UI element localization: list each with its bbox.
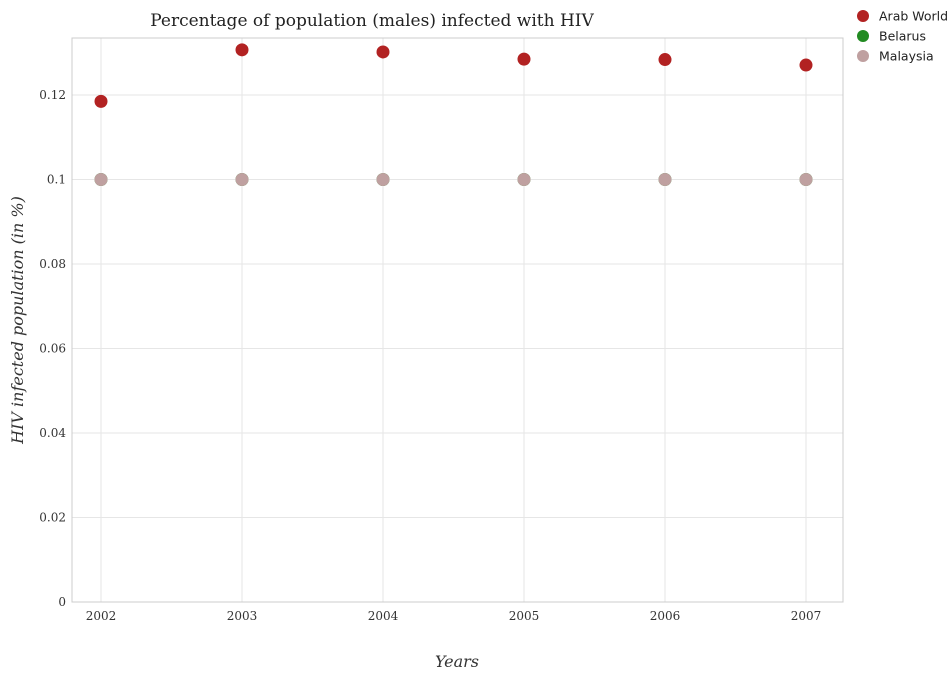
x-tick-label: 2004 (368, 609, 399, 623)
y-tick-label: 0.12 (39, 88, 66, 102)
y-tick-label: 0.08 (39, 257, 66, 271)
point-arab-world (517, 52, 531, 66)
point-arab-world (658, 53, 672, 67)
x-tick-label: 2003 (227, 609, 258, 623)
point-arab-world (376, 45, 390, 59)
x-axis-label: Years (435, 652, 479, 671)
legend-marker (857, 50, 869, 62)
legend-label: Arab World (879, 9, 948, 24)
chart-title: Percentage of population (males) infecte… (150, 11, 594, 31)
point-malaysia (94, 173, 108, 187)
y-tick-label: 0.06 (39, 342, 66, 356)
y-tick-label: 0.1 (47, 173, 66, 187)
y-tick-label: 0.04 (39, 426, 66, 440)
point-malaysia (517, 173, 531, 187)
point-arab-world (235, 43, 249, 57)
y-tick-label: 0.02 (39, 511, 66, 525)
plot-frame (71, 37, 844, 603)
point-malaysia (799, 173, 813, 187)
legend-label: Belarus (879, 29, 926, 44)
y-tick-label: 0 (58, 595, 66, 609)
y-axis-ticks: 0 0.02 0.04 0.06 0.08 0.1 0.12 (39, 88, 66, 609)
x-tick-label: 2005 (509, 609, 540, 623)
legend-marker (857, 10, 869, 22)
data-points (94, 43, 813, 187)
x-tick-label: 2007 (791, 609, 822, 623)
grid (72, 38, 843, 603)
legend-label: Malaysia (879, 49, 934, 64)
point-arab-world (94, 94, 108, 108)
point-arab-world (799, 58, 813, 72)
point-malaysia (235, 173, 249, 187)
legend-marker (857, 30, 869, 42)
legend: Arab World Belarus Malaysia (857, 9, 948, 64)
x-axis-ticks: 2002 2003 2004 2005 2006 2007 (86, 609, 822, 623)
point-malaysia (658, 173, 672, 187)
point-malaysia (376, 173, 390, 187)
x-tick-label: 2002 (86, 609, 117, 623)
x-tick-label: 2006 (650, 609, 681, 623)
y-axis-label: HIV infected population (in %) (8, 196, 27, 445)
